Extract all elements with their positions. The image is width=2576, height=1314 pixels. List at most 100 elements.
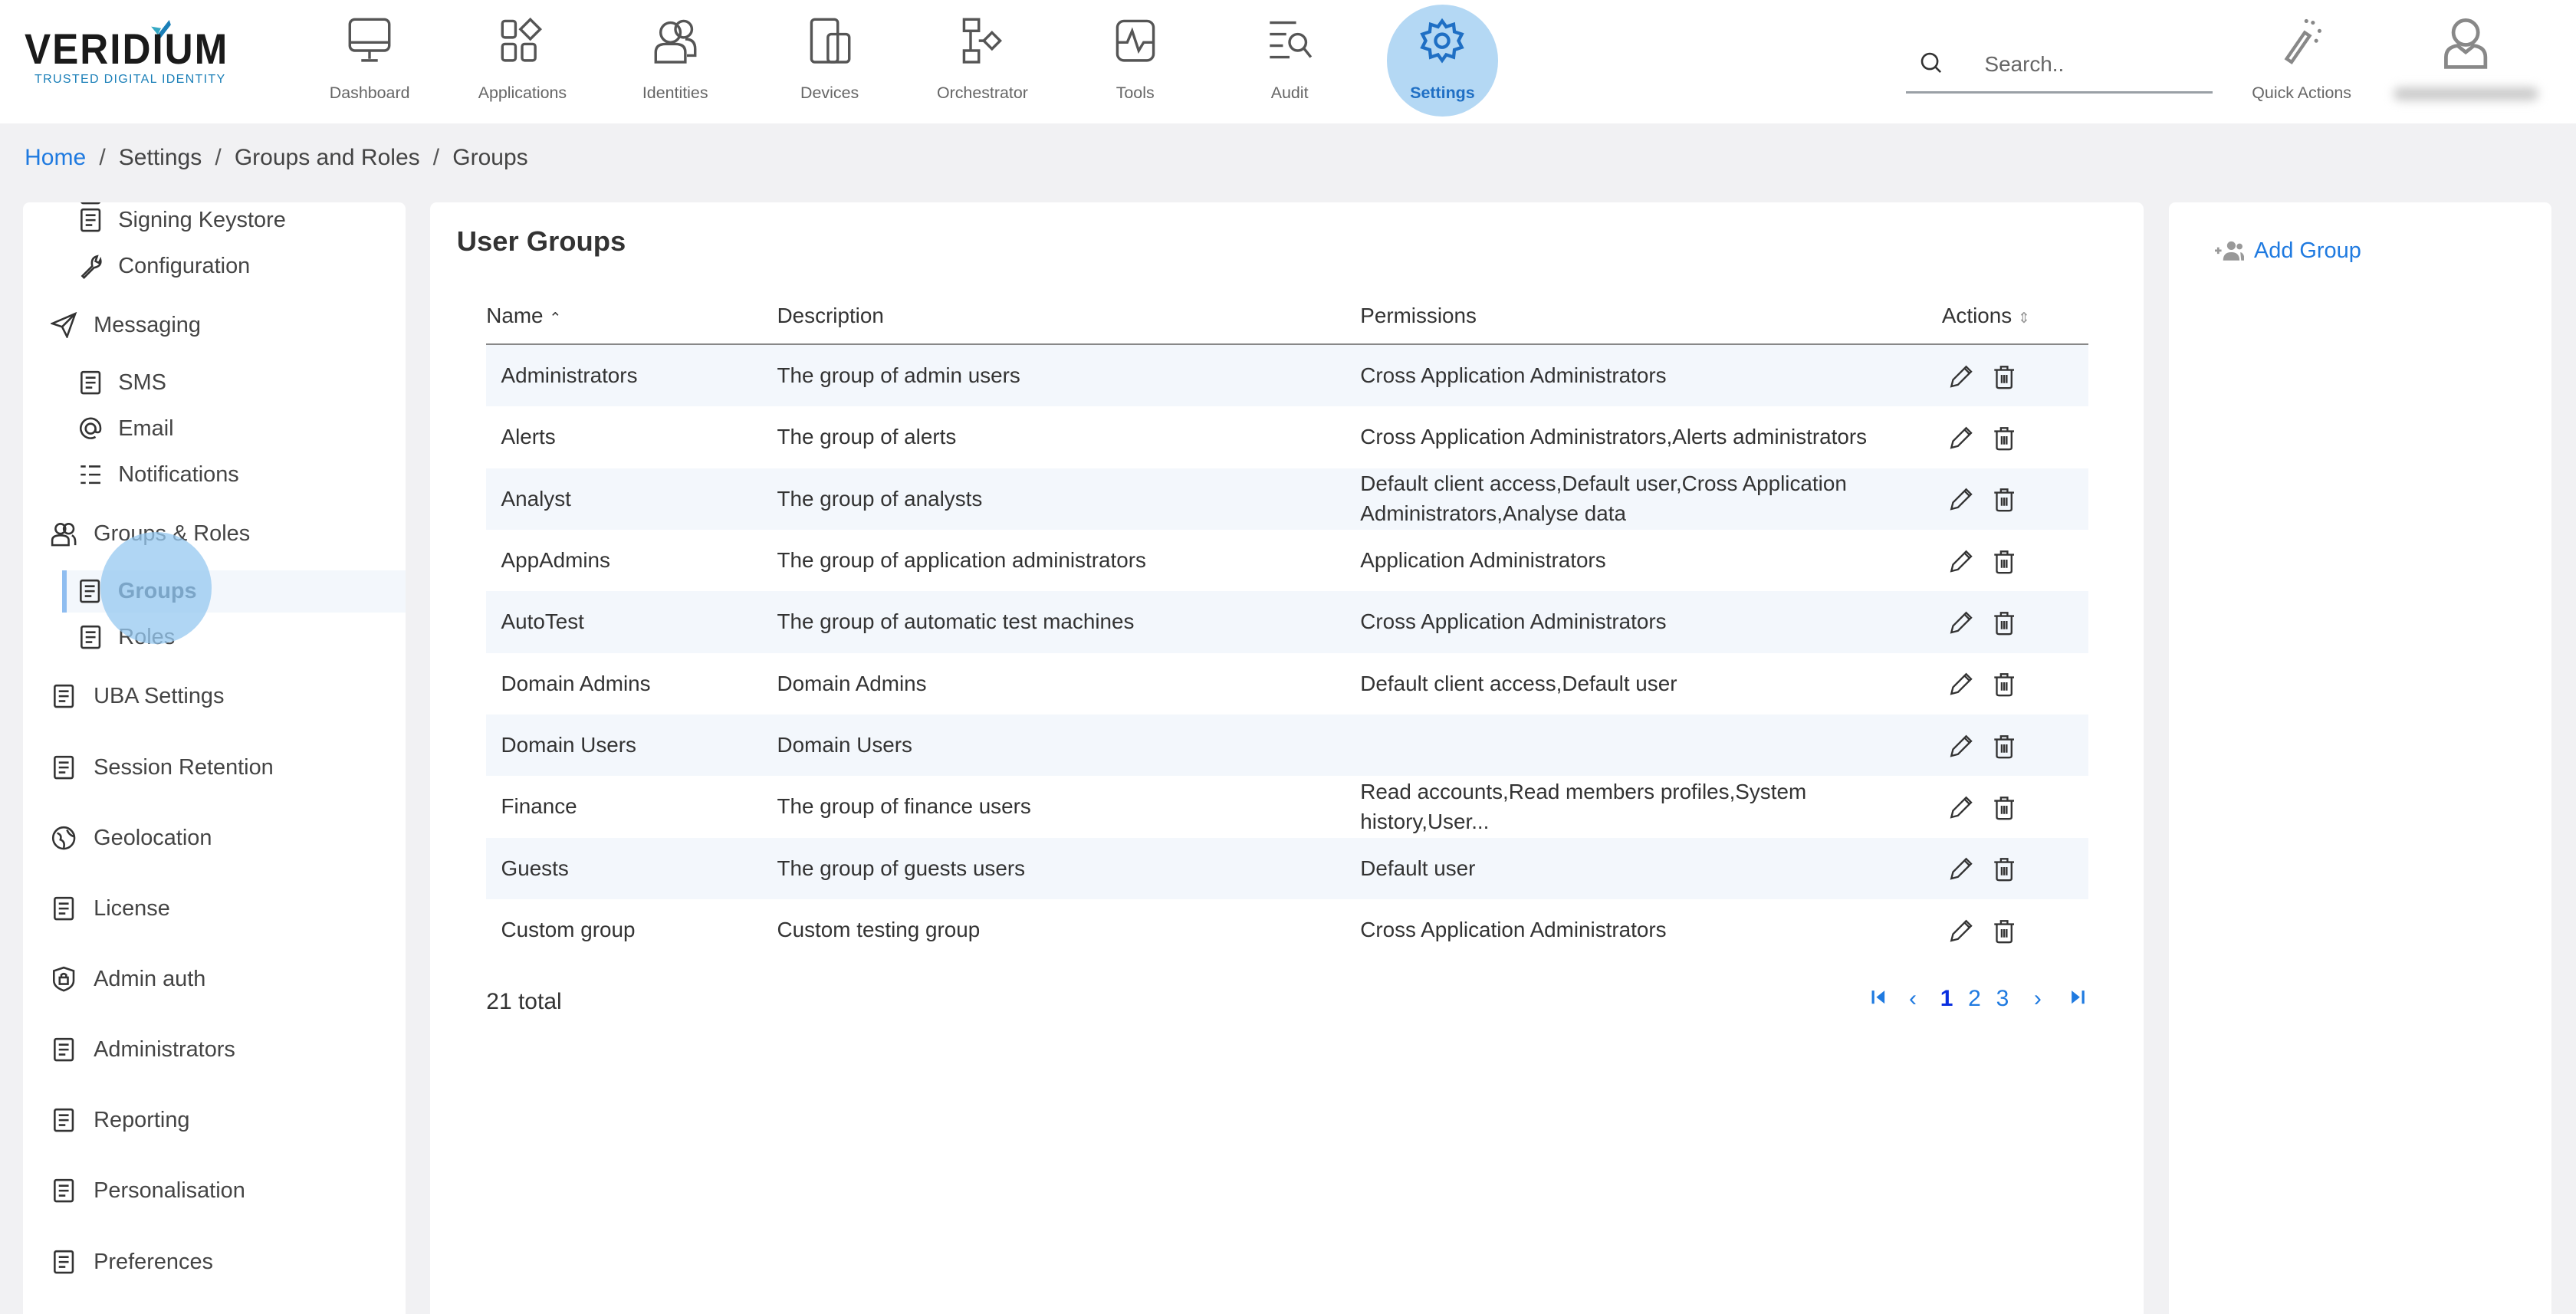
table-row[interactable]: Alerts The group of alerts Cross Applica… [486, 406, 2088, 468]
delete-trash-icon[interactable] [1991, 918, 2017, 944]
table-row[interactable]: Administrators The group of admin users … [486, 344, 2088, 407]
delete-trash-icon[interactable] [1991, 671, 2017, 697]
report-icon [51, 1107, 77, 1133]
cell-permissions: Cross Application Administrators [1360, 609, 1667, 634]
edit-pencil-icon[interactable] [1948, 671, 1974, 697]
breadcrumb-home[interactable]: Home [25, 144, 87, 170]
first-page-icon[interactable] [1871, 986, 1886, 1012]
next-page-icon[interactable]: › [2033, 985, 2042, 1011]
nav-applications[interactable]: Applications [449, 0, 596, 123]
cell-description: Domain Admins [777, 671, 927, 695]
edit-pencil-icon[interactable] [1948, 609, 1974, 636]
cell-permissions: Default client access,Default user [1360, 671, 1677, 695]
nav-settings[interactable]: Settings [1368, 0, 1516, 123]
veridium-logo[interactable]: VERIDIUM TRUSTED DIGITAL IDENTITY [25, 19, 242, 86]
page-2[interactable]: 2 [1968, 985, 1981, 1011]
sidebar-item-uba-settings[interactable]: UBA Settings [23, 675, 406, 718]
nav-label: Audit [1270, 84, 1309, 103]
sidebar-item-email[interactable]: Email [23, 407, 406, 450]
actions-panel: Add Group [2168, 202, 2551, 1314]
last-page-icon[interactable] [2070, 986, 2085, 1012]
edit-pencil-icon[interactable] [1948, 856, 1974, 882]
sidebar-item-label: SMS [118, 370, 166, 396]
column-header-actions[interactable]: Actions ⇕ [1942, 304, 2030, 328]
delete-trash-icon[interactable] [1991, 794, 2017, 820]
edit-pencil-icon[interactable] [1948, 794, 1974, 820]
breadcrumb-groups-and-roles[interactable]: Groups and Roles [234, 144, 420, 170]
table-row[interactable]: Domain Admins Domain Admins Default clie… [486, 653, 2088, 714]
cell-permissions: Read accounts,Read members profiles,Syst… [1360, 780, 1807, 833]
sidebar-item-configuration[interactable]: Configuration [23, 245, 406, 287]
edit-pencil-icon[interactable] [1948, 363, 1974, 389]
table-row[interactable]: Analyst The group of analysts Default cl… [486, 468, 2088, 531]
delete-trash-icon[interactable] [1991, 425, 2017, 451]
sidebar-item-groups-roles[interactable]: Groups & Roles [23, 513, 406, 556]
quick-actions-button[interactable]: Quick Actions [2236, 0, 2367, 123]
column-header-name[interactable]: Name ⌃ [486, 304, 561, 328]
nav-devices[interactable]: Devices [756, 0, 904, 123]
cell-permissions: Cross Application Administrators,Alerts … [1360, 425, 1868, 449]
delete-trash-icon[interactable] [1991, 548, 2017, 574]
sidebar-item-license[interactable]: License [23, 887, 406, 930]
sidebar-item-signing-keystore[interactable]: Signing Keystore [23, 202, 406, 241]
nav-label: Devices [800, 84, 859, 103]
sidebar-item-administrators[interactable]: Administrators [23, 1028, 406, 1071]
cell-name: Custom group [501, 918, 636, 942]
sidebar-item-geolocation[interactable]: Geolocation [23, 816, 406, 859]
sidebar-item-roles[interactable]: Roles [23, 616, 406, 659]
at-icon [77, 416, 104, 442]
page-3[interactable]: 3 [1996, 985, 2009, 1011]
palette-icon [51, 1178, 77, 1204]
delete-trash-icon[interactable] [1991, 486, 2017, 512]
edit-pencil-icon[interactable] [1948, 486, 1974, 512]
sidebar-item-truststores[interactable]: Truststores [23, 202, 406, 214]
settings-sidebar: Truststores Signing Keystore Configuration… [23, 202, 406, 1314]
nav-orchestrator[interactable]: Orchestrator [909, 0, 1056, 123]
prev-page-icon[interactable]: ‹ [1908, 985, 1917, 1011]
sidebar-item-session-retention[interactable]: Session Retention [23, 746, 406, 789]
sidebar-item-personalisation[interactable]: Personalisation [23, 1170, 406, 1213]
cell-name: Guests [501, 856, 569, 880]
table-row[interactable]: AutoTest The group of automatic test mac… [486, 591, 2088, 653]
page-1[interactable]: 1 [1940, 985, 1953, 1011]
table-row[interactable]: Finance The group of finance users Read … [486, 776, 2088, 837]
sort-asc-icon: ⌃ [549, 310, 562, 327]
nav-tools[interactable]: Tools [1061, 0, 1209, 123]
cell-permissions: Cross Application Administrators [1360, 918, 1667, 942]
nav-label: Applications [478, 84, 567, 103]
table-row[interactable]: Domain Users Domain Users [486, 714, 2088, 777]
delete-trash-icon[interactable] [1991, 856, 2017, 882]
sidebar-item-label: Geolocation [94, 825, 212, 850]
user-menu[interactable] [2390, 0, 2542, 123]
breadcrumb-settings[interactable]: Settings [118, 144, 202, 170]
column-header-permissions: Permissions [1360, 304, 1477, 328]
sidebar-item-sms[interactable]: SMS [23, 361, 406, 404]
delete-trash-icon[interactable] [1991, 609, 2017, 636]
edit-pencil-icon[interactable] [1948, 548, 1974, 574]
sms-icon [77, 370, 104, 396]
sidebar-item-label: Truststores [118, 202, 228, 205]
group-icon [77, 578, 103, 604]
delete-trash-icon[interactable] [1991, 363, 2017, 389]
table-row[interactable]: Guests The group of guests users Default… [486, 837, 2088, 900]
search-input[interactable] [1984, 45, 2206, 83]
sidebar-item-messaging[interactable]: Messaging [23, 304, 406, 347]
edit-pencil-icon[interactable] [1948, 918, 1974, 944]
edit-pencil-icon[interactable] [1948, 733, 1974, 759]
table-row[interactable]: AppAdmins The group of application admin… [486, 530, 2088, 591]
table-row[interactable]: Custom group Custom testing group Cross … [486, 899, 2088, 961]
add-group-button[interactable]: Add Group [2214, 238, 2361, 264]
delete-trash-icon[interactable] [1991, 733, 2017, 759]
sidebar-item-admin-auth[interactable]: Admin auth [23, 958, 406, 1000]
cell-permissions [1360, 714, 1927, 776]
edit-pencil-icon[interactable] [1948, 425, 1974, 451]
users-icon [51, 521, 77, 547]
cell-description: The group of automatic test machines [777, 609, 1135, 634]
sidebar-item-reporting[interactable]: Reporting [23, 1099, 406, 1142]
search-box[interactable] [1905, 41, 2213, 94]
sidebar-item-preferences[interactable]: Preferences [23, 1240, 406, 1283]
nav-dashboard[interactable]: Dashboard [296, 0, 444, 123]
sidebar-item-notifications[interactable]: Notifications [23, 453, 406, 496]
nav-audit[interactable]: Audit [1216, 0, 1364, 123]
nav-identities[interactable]: Identities [601, 0, 749, 123]
